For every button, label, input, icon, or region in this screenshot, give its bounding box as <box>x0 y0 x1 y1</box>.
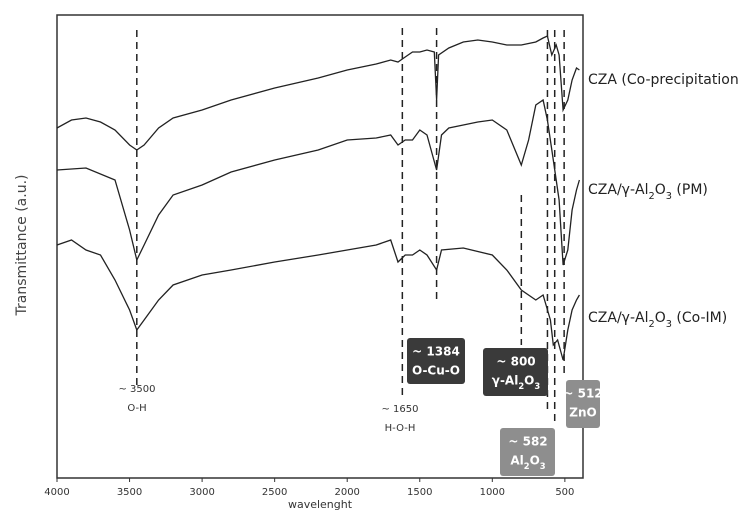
spectrum-line <box>57 240 579 360</box>
spectrum-line <box>57 100 579 265</box>
annotation-text: ~ 582 <box>508 435 547 449</box>
annotation-text: O-Cu-O <box>412 364 460 378</box>
annotation-text: O-H <box>127 403 146 414</box>
x-tick-label: 4000 <box>44 487 69 498</box>
x-tick-label: 500 <box>555 487 574 498</box>
x-tick-label: 3500 <box>117 487 142 498</box>
annotation-text: ~ 1384 <box>412 345 460 359</box>
spectrum-line <box>57 36 579 150</box>
x-tick-label: 2000 <box>334 487 359 498</box>
annotation-text: ~ 800 <box>496 355 535 369</box>
x-tick-label: 1000 <box>480 487 505 498</box>
annotation-text: ~ 1650 <box>381 404 418 415</box>
annotation-text: H-O-H <box>385 423 416 434</box>
annotation-text: ZnO <box>569 406 596 420</box>
x-tick-label: 1500 <box>407 487 432 498</box>
x-tick-label: 3000 <box>189 487 214 498</box>
y-axis-label: Transmittance (a.u.) <box>14 175 30 317</box>
legend-label: CZA (Co-precipitation <box>588 72 739 88</box>
annotation-text: ~ 512 <box>563 387 602 401</box>
x-axis-label: wavelenght <box>288 498 353 511</box>
annotation-text: ~ 3500 <box>118 384 155 395</box>
x-tick-label: 2500 <box>262 487 287 498</box>
legend-label: CZA/γ-Al2O3 (PM) <box>588 182 708 202</box>
chart: wavelenght Transmittance (a.u.) 4000 3500… <box>0 0 753 512</box>
legend-label: CZA/γ-Al2O3 (Co-IM) <box>588 310 727 330</box>
